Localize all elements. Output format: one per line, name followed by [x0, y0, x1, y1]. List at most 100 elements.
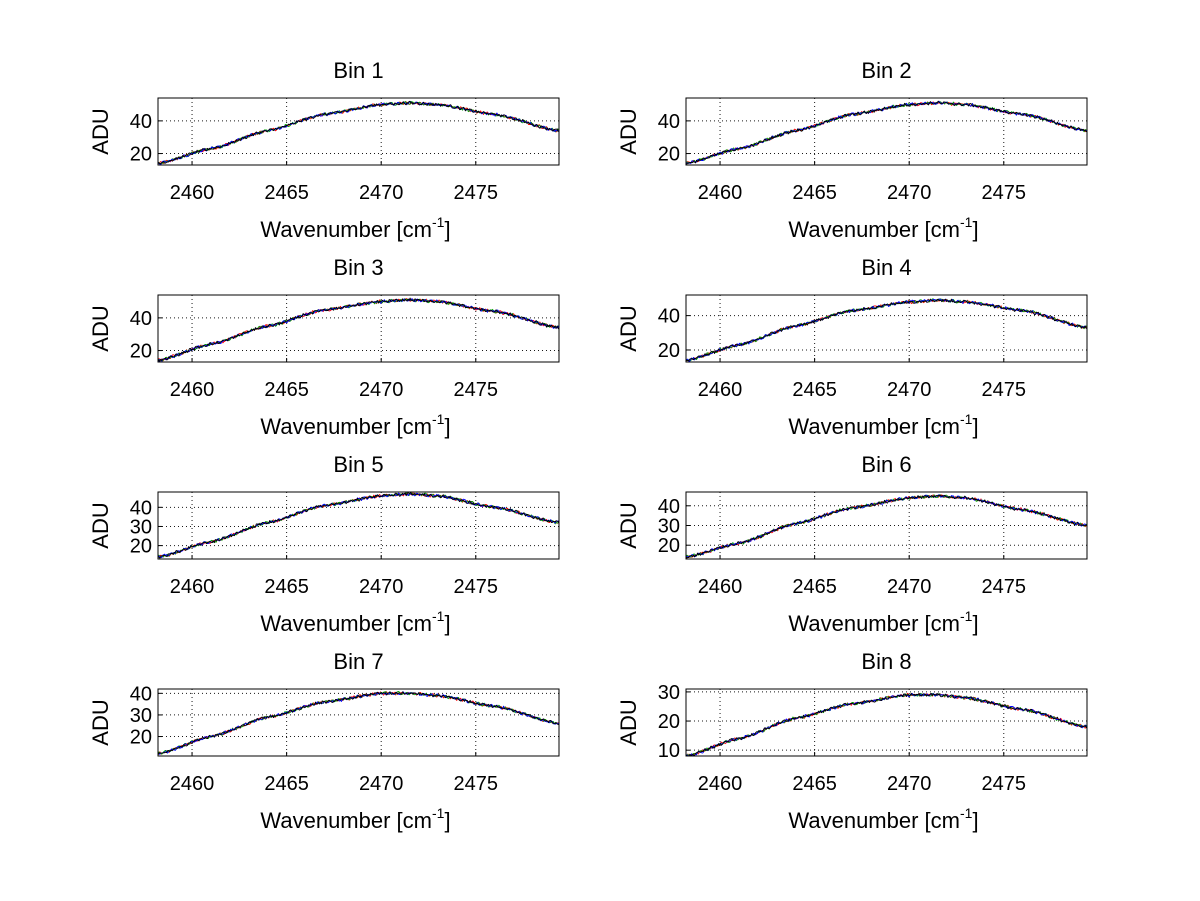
series-line-blue: [686, 100, 1087, 165]
x-tick-label: 2465: [264, 379, 309, 401]
x-tick-label: 2465: [264, 773, 309, 795]
x-tick-label: 2475: [454, 379, 499, 401]
series-line-blue: [686, 494, 1087, 558]
x-tick-label: 2460: [170, 576, 215, 598]
x-axis-label: Wavenumber [cm-1]: [260, 214, 450, 242]
series-line-green: [686, 692, 1087, 756]
subplot-bin-3: 2460 2465 2470 2475 20 40 Bin 3 Wavenumber [cm-…: [88, 255, 560, 439]
y-tick-label: 30: [658, 516, 680, 538]
x-tick-label: 2460: [170, 773, 215, 795]
x-tick-label: 2465: [792, 576, 837, 598]
series-line-blue: [158, 100, 559, 165]
subplot-bin-1: 2460 2465 2470 2475 20 40 Bin 1 Wavenumber [cm-…: [88, 58, 560, 242]
x-tick-label: 2460: [698, 576, 743, 598]
x-axis-label: Wavenumber [cm-1]: [260, 805, 450, 833]
x-tick-label: 2475: [982, 576, 1027, 598]
y-axis-label: ADU: [88, 108, 113, 154]
x-tick-label: 2475: [454, 182, 499, 204]
y-tick-label: 20: [130, 341, 152, 363]
x-tick-label: 2475: [454, 576, 499, 598]
y-axis-label: ADU: [88, 699, 113, 745]
x-tick-label: 2470: [359, 379, 404, 401]
x-tick-label: 2470: [359, 773, 404, 795]
subplot-title: Bin 8: [861, 649, 911, 674]
x-tick-label: 2470: [887, 576, 932, 598]
x-axis-label: Wavenumber [cm-1]: [260, 411, 450, 439]
x-tick-label: 2470: [887, 182, 932, 204]
x-tick-label: 2465: [792, 773, 837, 795]
series-line-green: [158, 298, 559, 362]
y-tick-label: 20: [130, 727, 152, 749]
series-line-black: [158, 100, 559, 165]
x-tick-label: 2475: [982, 773, 1027, 795]
subplot-title: Bin 6: [861, 452, 911, 477]
y-tick-label: 20: [130, 536, 152, 558]
y-tick-label: 20: [130, 144, 152, 166]
x-tick-label: 2465: [264, 576, 309, 598]
x-tick-label: 2460: [170, 182, 215, 204]
y-tick-label: 40: [130, 497, 152, 519]
y-axis-label: ADU: [616, 699, 641, 745]
x-axis-label: Wavenumber [cm-1]: [788, 608, 978, 636]
x-tick-label: 2470: [887, 379, 932, 401]
series-line-blue: [686, 692, 1087, 756]
axes-frame: [157, 491, 560, 560]
series-line-blue: [158, 691, 559, 755]
series-line-black: [686, 692, 1087, 756]
series-line-red: [686, 298, 1087, 362]
x-tick-label: 2470: [887, 773, 932, 795]
y-tick-label: 40: [658, 306, 680, 328]
series-line-red: [158, 691, 559, 756]
series-line-black: [686, 100, 1087, 165]
y-axis-label: ADU: [616, 502, 641, 548]
series-line-red: [686, 692, 1087, 756]
x-tick-label: 2475: [982, 379, 1027, 401]
series-line-blue: [158, 298, 559, 362]
y-tick-label: 40: [130, 111, 152, 133]
series-line-black: [686, 298, 1087, 362]
subplot-title: Bin 3: [333, 255, 383, 280]
y-tick-label: 20: [658, 711, 680, 733]
series-line-blue: [686, 298, 1087, 362]
y-tick-label: 20: [658, 340, 680, 362]
subplot-title: Bin 2: [861, 58, 911, 83]
x-axis-label: Wavenumber [cm-1]: [788, 214, 978, 242]
y-tick-label: 40: [130, 308, 152, 330]
y-tick-label: 20: [658, 535, 680, 557]
y-axis-label: ADU: [88, 305, 113, 351]
series-line-green: [158, 100, 559, 165]
x-tick-label: 2465: [792, 182, 837, 204]
series-line-blue: [158, 492, 559, 559]
axes-frame: [157, 294, 560, 363]
x-tick-label: 2465: [792, 379, 837, 401]
axes-frame: [685, 97, 1088, 166]
series-line-black: [158, 691, 559, 756]
y-tick-label: 20: [658, 144, 680, 166]
x-tick-label: 2465: [264, 182, 309, 204]
subplot-title: Bin 4: [861, 255, 911, 280]
y-tick-label: 40: [130, 683, 152, 705]
y-axis-label: ADU: [616, 108, 641, 154]
x-axis-label: Wavenumber [cm-1]: [788, 411, 978, 439]
axes-frame: [685, 688, 1088, 757]
subplot-bin-4: 2460 2465 2470 2475 20 40 Bin 4 Wavenumber [cm-…: [616, 255, 1088, 439]
y-tick-label: 40: [658, 496, 680, 518]
x-tick-label: 2460: [698, 182, 743, 204]
x-tick-label: 2475: [982, 182, 1027, 204]
axes-frame: [685, 294, 1088, 363]
x-tick-label: 2460: [698, 773, 743, 795]
y-tick-label: 30: [658, 682, 680, 704]
series-line-red: [686, 494, 1087, 559]
x-tick-label: 2475: [454, 773, 499, 795]
x-tick-label: 2460: [170, 379, 215, 401]
subplot-title: Bin 7: [333, 649, 383, 674]
y-tick-label: 30: [130, 516, 152, 538]
axes-frame: [157, 97, 560, 166]
series-line-green: [686, 298, 1087, 362]
series-line-red: [686, 101, 1087, 165]
x-axis-label: Wavenumber [cm-1]: [788, 805, 978, 833]
x-tick-label: 2470: [359, 182, 404, 204]
